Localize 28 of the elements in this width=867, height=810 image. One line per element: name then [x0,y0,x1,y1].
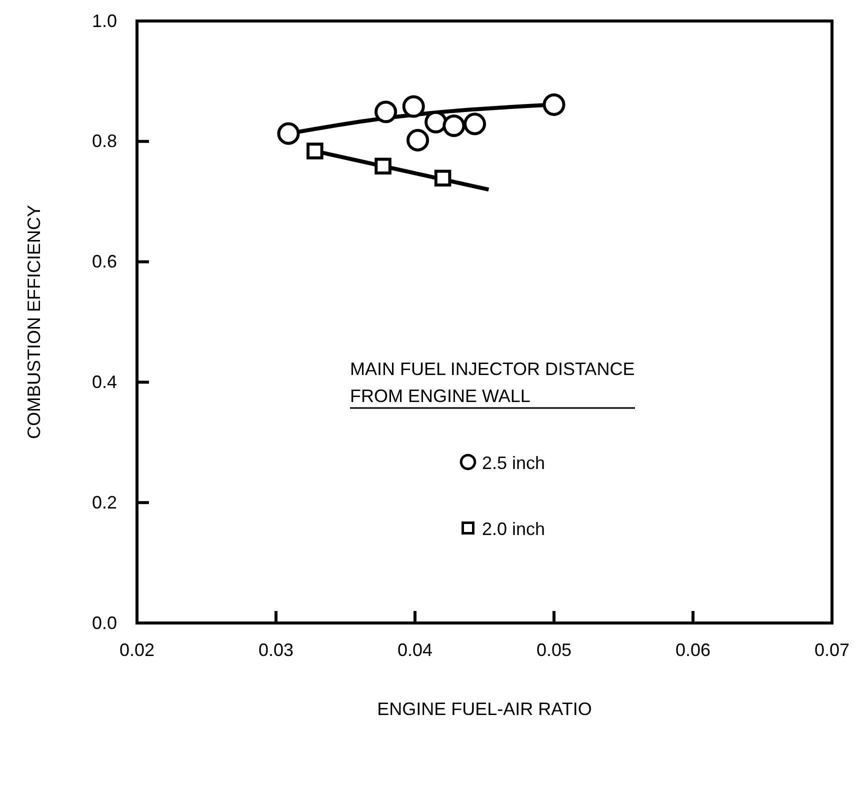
x-axis-title: ENGINE FUEL-AIR RATIO [377,699,592,719]
y-tick-label: 0.2 [92,492,117,512]
x-tick-label: 0.03 [258,640,294,660]
point [424,110,448,134]
point [464,112,486,136]
point [434,170,452,187]
y-tick-label: 0.4 [92,372,117,392]
y-tick-label: 0.0 [92,612,117,633]
legend-title: MAIN FUEL INJECTOR DISTANCE FROM ENGINE WALL [350,359,635,406]
x-tick-label: 0.04 [397,640,433,660]
y-tick-label: 1.0 [92,10,117,31]
y-tick-label: 0.6 [92,252,117,272]
point [374,100,398,124]
point [442,114,466,137]
x-tick-label: 0.02 [119,640,155,660]
point [277,122,300,145]
y-tick-label: 0.8 [92,131,117,152]
legend-label: 2.0 inch [482,519,546,539]
x-tick-label: 0.05 [536,640,572,660]
y-axis-title: COMBUSTION EFFICIENCY [24,204,44,440]
point [374,158,392,174]
point [542,93,566,116]
x-tick-label: 0.06 [675,640,711,660]
point [406,128,430,152]
point [402,95,425,118]
point [306,142,324,160]
legend-label: 2.5 inch [482,453,546,473]
x-tick-label: 0.07 [814,640,850,660]
